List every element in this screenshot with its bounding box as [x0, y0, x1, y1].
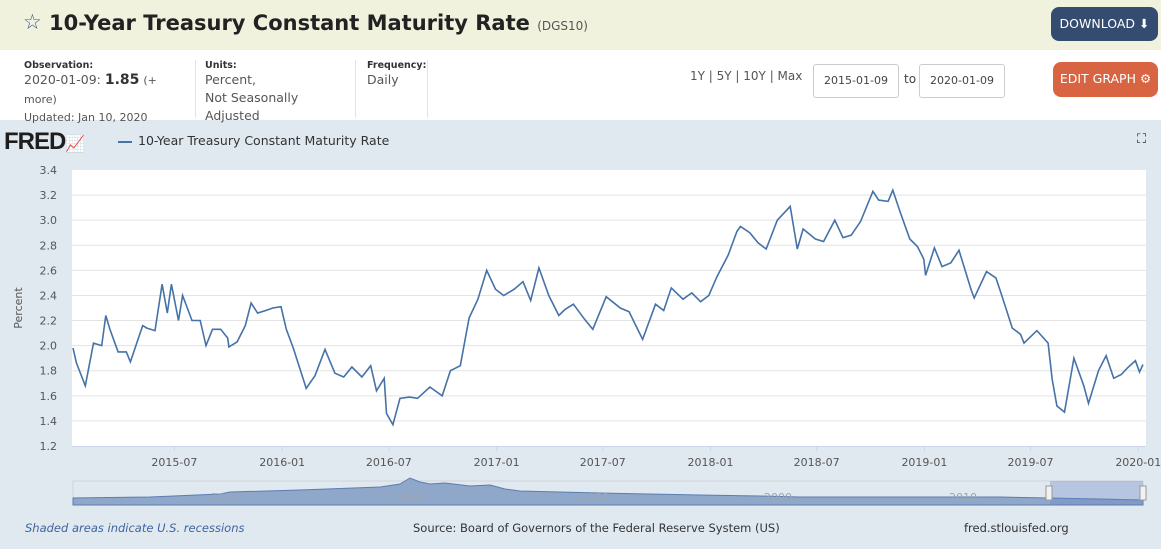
recessions-note[interactable]: Shaded areas indicate U.S. recessions: [25, 521, 245, 535]
x-tick-label: 2017-01: [474, 456, 520, 469]
navigator-left-handle[interactable]: [1045, 485, 1053, 501]
legend-swatch: [118, 140, 132, 143]
to-label: to: [904, 72, 917, 86]
units-block: Units: Percent, Not Seasonally Adjusted: [205, 60, 356, 123]
fred-logo[interactable]: FRED📈: [4, 128, 85, 156]
edit-graph-button[interactable]: EDIT GRAPH ⚙: [1053, 62, 1158, 97]
x-tick-label: 2018-07: [794, 456, 840, 469]
fullscreen-icon[interactable]: ⛶: [1137, 132, 1147, 147]
source-text: Source: Board of Governors of the Federa…: [413, 521, 780, 535]
y-tick-label: 2.0: [40, 340, 58, 353]
gear-icon: ⚙: [1139, 71, 1152, 86]
y-tick-label: 1.6: [40, 390, 58, 403]
y-tick-label: 3.0: [40, 214, 58, 227]
x-tick-label: 2017-07: [580, 456, 626, 469]
legend-label: 10-Year Treasury Constant Maturity Rate: [138, 133, 390, 148]
navigator-year-label: 1980: [396, 491, 424, 504]
frequency-value: Daily: [367, 72, 399, 87]
x-tick-label: 2016-01: [259, 456, 305, 469]
title-text: 10-Year Treasury Constant Maturity Rate: [49, 11, 530, 35]
star-icon[interactable]: ☆: [23, 10, 42, 34]
download-label: DOWNLOAD: [1059, 16, 1136, 31]
x-tick-label: 2019-07: [1008, 456, 1054, 469]
series-line: [72, 187, 1144, 427]
fred-logo-text: FRED: [4, 128, 66, 155]
chart-logo-icon: 📈: [65, 136, 85, 153]
site-link[interactable]: fred.stlouisfed.org: [964, 521, 1069, 535]
observation-label: Observation:: [24, 60, 94, 71]
x-tick-label: 2018-01: [688, 456, 734, 469]
units-line2: Not Seasonally Adjusted: [205, 90, 299, 123]
updated-text: Updated: Jan 10, 2020: [24, 111, 148, 124]
legend: 10-Year Treasury Constant Maturity Rate: [118, 133, 389, 148]
plot-area: [72, 170, 1146, 446]
end-date-input[interactable]: 2020-01-09: [919, 64, 1005, 98]
navigator[interactable]: 1970 1980 1990 2000 2010: [72, 477, 1147, 506]
frequency-label: Frequency:: [367, 60, 427, 71]
observation-value: 1.85: [104, 72, 140, 88]
y-tick-label: 2.8: [40, 239, 58, 252]
y-tick-label: 3.2: [40, 189, 58, 202]
y-tick-label: 3.4: [40, 164, 58, 177]
page-title: 10-Year Treasury Constant Maturity Rate …: [49, 11, 588, 35]
navigator-year-label: 2000: [764, 491, 792, 504]
start-date-input[interactable]: 2015-01-09: [813, 64, 899, 98]
x-tick-label: 2015-07: [151, 456, 197, 469]
y-tick-label: 2.6: [40, 264, 58, 277]
navigator-year-label: 1990: [581, 491, 609, 504]
observation-date: 2020-01-09:: [24, 72, 101, 87]
units-line1: Percent,: [205, 72, 257, 87]
edit-graph-label: EDIT GRAPH: [1059, 71, 1136, 86]
y-tick-label: 1.8: [40, 365, 58, 378]
more-link[interactable]: (+ more): [24, 74, 157, 106]
y-axis-label: Percent: [12, 287, 25, 329]
download-icon: ⬇: [1139, 16, 1150, 31]
x-tick-label: 2020-01: [1115, 456, 1161, 469]
navigator-year-label: 1970: [211, 491, 239, 504]
y-tick-label: 1.4: [40, 415, 58, 428]
title-bar: ☆ 10-Year Treasury Constant Maturity Rat…: [0, 0, 1161, 50]
range-presets[interactable]: 1Y | 5Y | 10Y | Max: [690, 69, 803, 83]
navigator-selection[interactable]: [1050, 481, 1143, 505]
x-tick-label: 2019-01: [901, 456, 947, 469]
series-id: (DGS10): [537, 19, 588, 33]
download-button[interactable]: DOWNLOAD ⬇: [1051, 7, 1158, 41]
units-label: Units:: [205, 60, 237, 71]
navigator-right-handle[interactable]: [1139, 485, 1147, 501]
frequency-block: Frequency: Daily: [367, 60, 428, 118]
observation-block: Observation: 2020-01-09: 1.85 (+ more) U…: [24, 60, 196, 124]
x-tick-label: 2016-07: [366, 456, 412, 469]
y-tick-label: 2.4: [40, 289, 58, 302]
info-bar: Observation: 2020-01-09: 1.85 (+ more) U…: [0, 50, 1161, 124]
y-tick-label: 1.2: [40, 440, 58, 453]
y-tick-label: 2.2: [40, 315, 58, 328]
navigator-year-label: 2010: [949, 491, 977, 504]
